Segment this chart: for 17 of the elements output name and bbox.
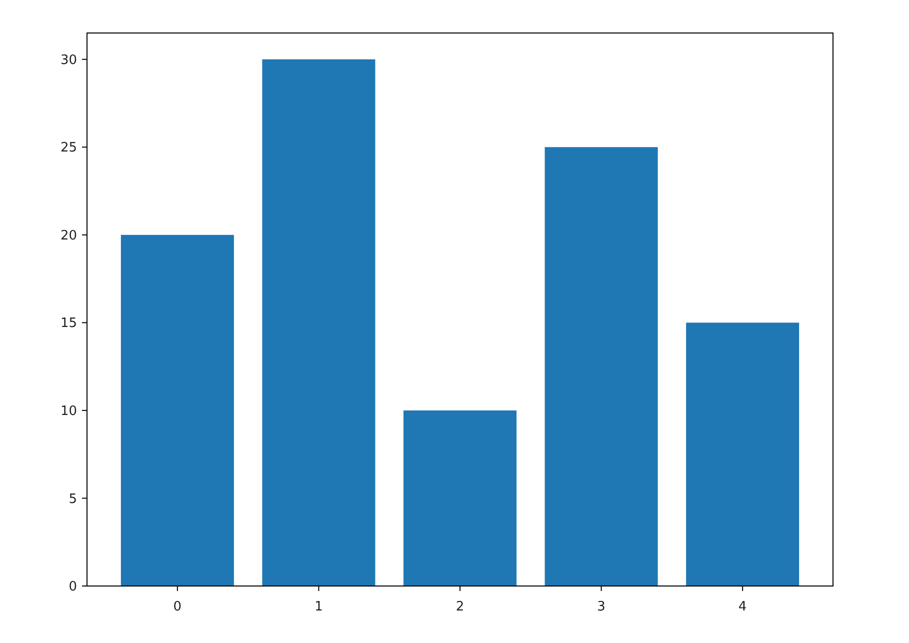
y-tick-label: 30 <box>60 52 77 68</box>
x-tick-label: 0 <box>173 600 182 615</box>
y-tick-label: 5 <box>68 492 77 507</box>
bar <box>120 234 234 586</box>
y-tick-label: 20 <box>60 228 77 244</box>
x-tick-label: 4 <box>738 600 747 615</box>
y-tick-label: 0 <box>68 580 77 595</box>
y-tick-label: 15 <box>60 316 77 332</box>
bar <box>544 147 658 586</box>
x-tick-label: 3 <box>597 600 606 615</box>
x-tick-label: 1 <box>314 600 323 615</box>
bar <box>262 59 376 586</box>
bar <box>686 322 800 586</box>
y-tick-label: 10 <box>60 404 77 419</box>
y-tick-label: 25 <box>60 140 77 156</box>
x-tick-label: 2 <box>456 600 464 615</box>
bar <box>403 410 517 586</box>
